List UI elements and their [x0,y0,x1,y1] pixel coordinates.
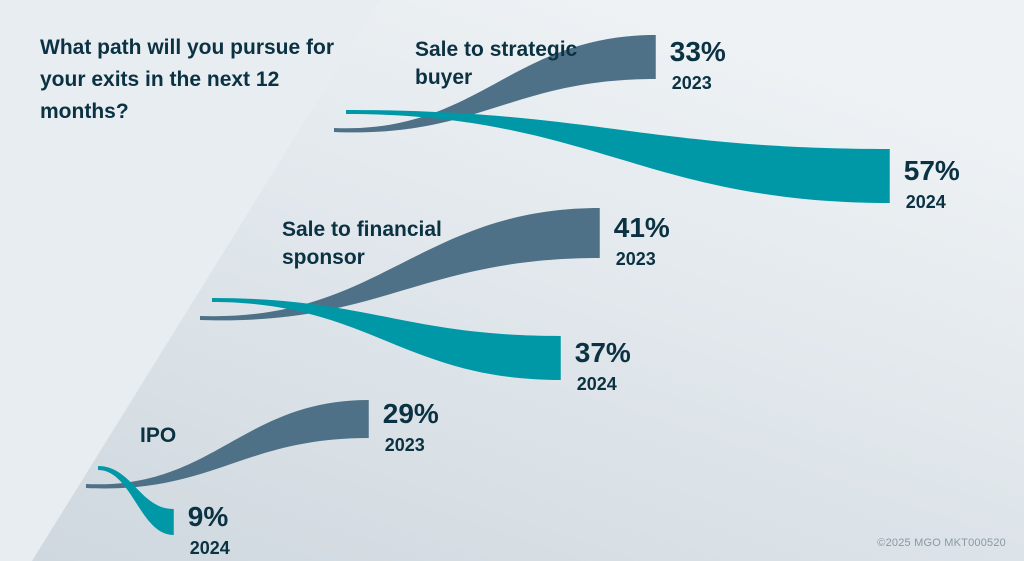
ribbon-2024 [98,466,174,535]
ribbon-2024 [346,110,890,203]
footer-copyright: ©2025 MGO MKT000520 [877,537,1006,549]
ribbon-2023 [200,208,600,321]
ribbon-2023 [86,400,369,489]
category-label: IPO [140,424,176,447]
value-label-2024: 57% [904,155,960,186]
ribbon-2024 [212,298,561,380]
year-label-2023: 2023 [672,73,712,93]
year-label-2024: 2024 [577,374,617,394]
chart-question: What path will you pursue for your exits… [40,36,334,123]
value-label-2023: 41% [614,212,670,243]
year-label-2024: 2024 [190,538,230,558]
category-label: sponsor [282,246,365,269]
year-label-2023: 2023 [616,249,656,269]
category-label: buyer [415,66,472,89]
category-label: Sale to financial [282,218,442,241]
value-label-2023: 33% [670,36,726,67]
value-label-2024: 9% [188,501,229,532]
year-label-2024: 2024 [906,192,946,212]
category-label: Sale to strategic [415,38,578,61]
ribbons-layer [86,35,890,535]
value-label-2024: 37% [575,337,631,368]
labels-layer: Sale to strategic buyer 33% 2023 57% 2024 Sale… [140,36,960,558]
year-label-2023: 2023 [385,435,425,455]
value-label-2023: 29% [383,398,439,429]
ribbon-2023 [334,35,656,133]
